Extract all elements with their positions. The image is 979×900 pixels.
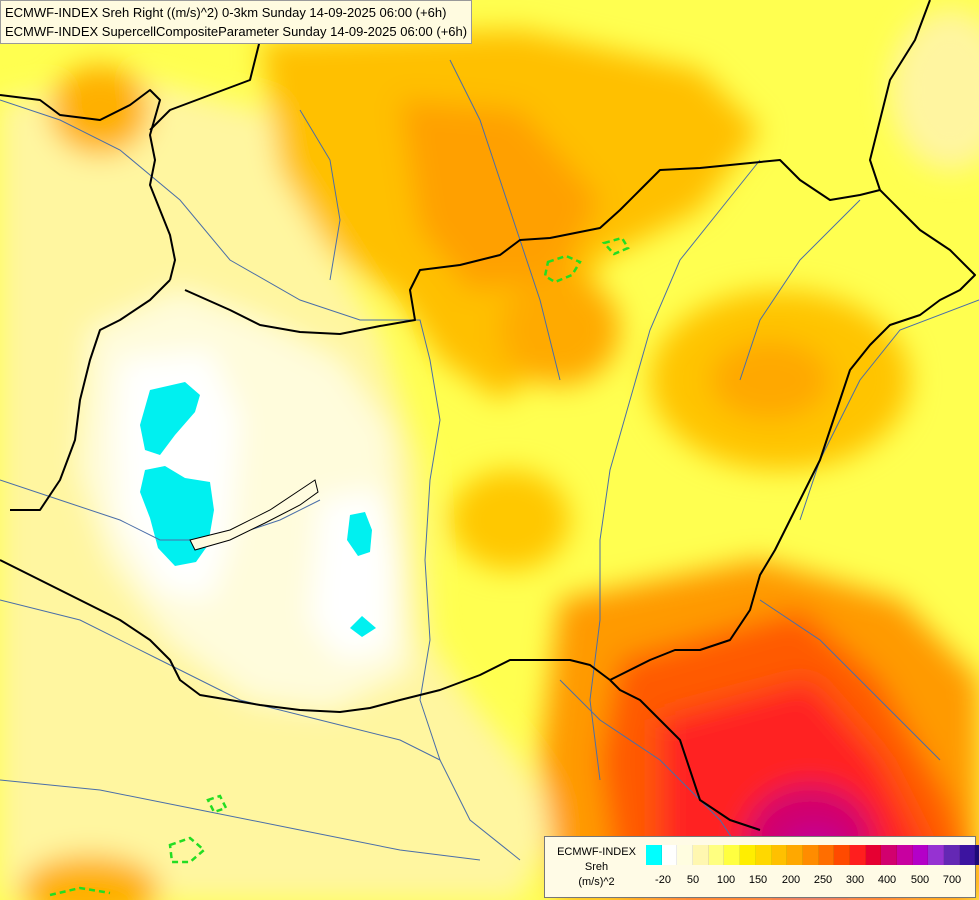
legend-swatch-6 bbox=[740, 845, 756, 865]
legend-title-variable: Sreh bbox=[584, 861, 609, 873]
cyan-area-center-lower bbox=[350, 616, 376, 637]
legend-swatch-4 bbox=[708, 845, 725, 865]
legend-swatch-1 bbox=[661, 845, 678, 865]
legend-swatch-20 bbox=[959, 845, 976, 865]
legend-tick-7: 400 bbox=[877, 874, 897, 886]
border-austria-czech-slovakia bbox=[0, 89, 176, 281]
river-drava bbox=[0, 599, 441, 761]
river-se bbox=[759, 599, 941, 761]
rivers bbox=[0, 59, 979, 881]
border-top-east bbox=[869, 0, 931, 191]
legend-title-unit: (m/s)^2 bbox=[578, 876, 615, 888]
legend-swatch-13 bbox=[849, 845, 866, 865]
field-orange-sw bbox=[20, 855, 160, 900]
legend-tick-0: -20 bbox=[655, 874, 671, 886]
river-east-2 bbox=[799, 299, 979, 521]
legend-tick-3: 150 bbox=[748, 874, 768, 886]
field-orange-east-core bbox=[710, 340, 830, 420]
legend-swatch-9 bbox=[787, 845, 803, 865]
river-east-1 bbox=[739, 199, 861, 381]
legend-swatch-19 bbox=[944, 845, 960, 865]
river-north-2 bbox=[449, 59, 561, 381]
legend-tick-2: 100 bbox=[716, 874, 736, 886]
country-borders bbox=[0, 0, 976, 831]
legend-swatch-17 bbox=[912, 845, 929, 865]
legend-swatches bbox=[646, 845, 979, 865]
legend-swatch-3 bbox=[693, 845, 709, 865]
legend-tick-9: 700 bbox=[942, 874, 962, 886]
map-title-box: ECMWF-INDEX Sreh Right ((m/s)^2) 0-3km S… bbox=[0, 0, 473, 44]
supercell-composite-outlines bbox=[49, 236, 630, 897]
legend-swatch-11 bbox=[818, 845, 835, 865]
cyan-area-center-upper bbox=[347, 512, 372, 556]
river-danube bbox=[0, 99, 521, 861]
legend-tick-4: 200 bbox=[781, 874, 801, 886]
legend-tick-8: 500 bbox=[910, 874, 930, 886]
legend-swatch-14 bbox=[865, 845, 882, 865]
legend-swatch-2 bbox=[677, 845, 694, 865]
field-pale-ne bbox=[890, 10, 979, 170]
legend-swatch-10 bbox=[802, 845, 819, 865]
legend-tick-5: 250 bbox=[813, 874, 833, 886]
legend-swatch-21 bbox=[975, 845, 979, 865]
negative-sreh-areas bbox=[140, 382, 376, 637]
legend-tick-6: 300 bbox=[845, 874, 865, 886]
river-west bbox=[0, 479, 321, 541]
scp-outline-south-3 bbox=[49, 886, 111, 897]
border-west-austria bbox=[10, 279, 171, 511]
legend-title: ECMWF-INDEX Sreh (m/s)^2 bbox=[549, 845, 644, 890]
legend-swatch-18 bbox=[928, 845, 945, 865]
field-orange-nw bbox=[50, 65, 150, 155]
field-orange-north-core bbox=[400, 100, 600, 290]
border-serbia-hungary bbox=[0, 559, 611, 713]
scp-outline-north-2 bbox=[601, 236, 630, 256]
river-north-1 bbox=[299, 109, 341, 281]
scp-outline-south-1 bbox=[206, 794, 228, 814]
legend-swatch-8 bbox=[771, 845, 788, 865]
legend-swatch-15 bbox=[881, 845, 897, 865]
map-title-sreh: ECMWF-INDEX Sreh Right ((m/s)^2) 0-3km S… bbox=[5, 5, 447, 20]
field-orange-mid bbox=[450, 470, 570, 570]
legend-title-model: ECMWF-INDEX bbox=[557, 846, 636, 858]
border-ukraine bbox=[609, 189, 976, 681]
map-title-scp: ECMWF-INDEX SupercellCompositeParameter … bbox=[5, 24, 468, 39]
cyan-area-west-upper bbox=[140, 382, 200, 455]
field-white-center bbox=[310, 490, 395, 660]
field-orange-center bbox=[500, 275, 620, 385]
border-romania-serbia bbox=[609, 679, 761, 831]
river-sava bbox=[0, 779, 481, 861]
color-legend: ECMWF-INDEX Sreh (m/s)^2 -20 50 100 150 200 2… bbox=[544, 836, 979, 898]
legend-swatch-12 bbox=[834, 845, 850, 865]
legend-tick-1: 50 bbox=[686, 874, 700, 886]
legend-swatch-5 bbox=[724, 845, 741, 865]
river-tisza bbox=[589, 159, 761, 781]
legend-swatch-16 bbox=[897, 845, 913, 865]
border-slovakia-hungary bbox=[184, 159, 881, 335]
lake-balaton bbox=[189, 479, 319, 551]
legend-swatch-0 bbox=[646, 845, 662, 865]
legend-swatch-7 bbox=[755, 845, 772, 865]
legend-ticks: -20 50 100 150 200 250 300 400 500 700 bbox=[646, 874, 969, 890]
